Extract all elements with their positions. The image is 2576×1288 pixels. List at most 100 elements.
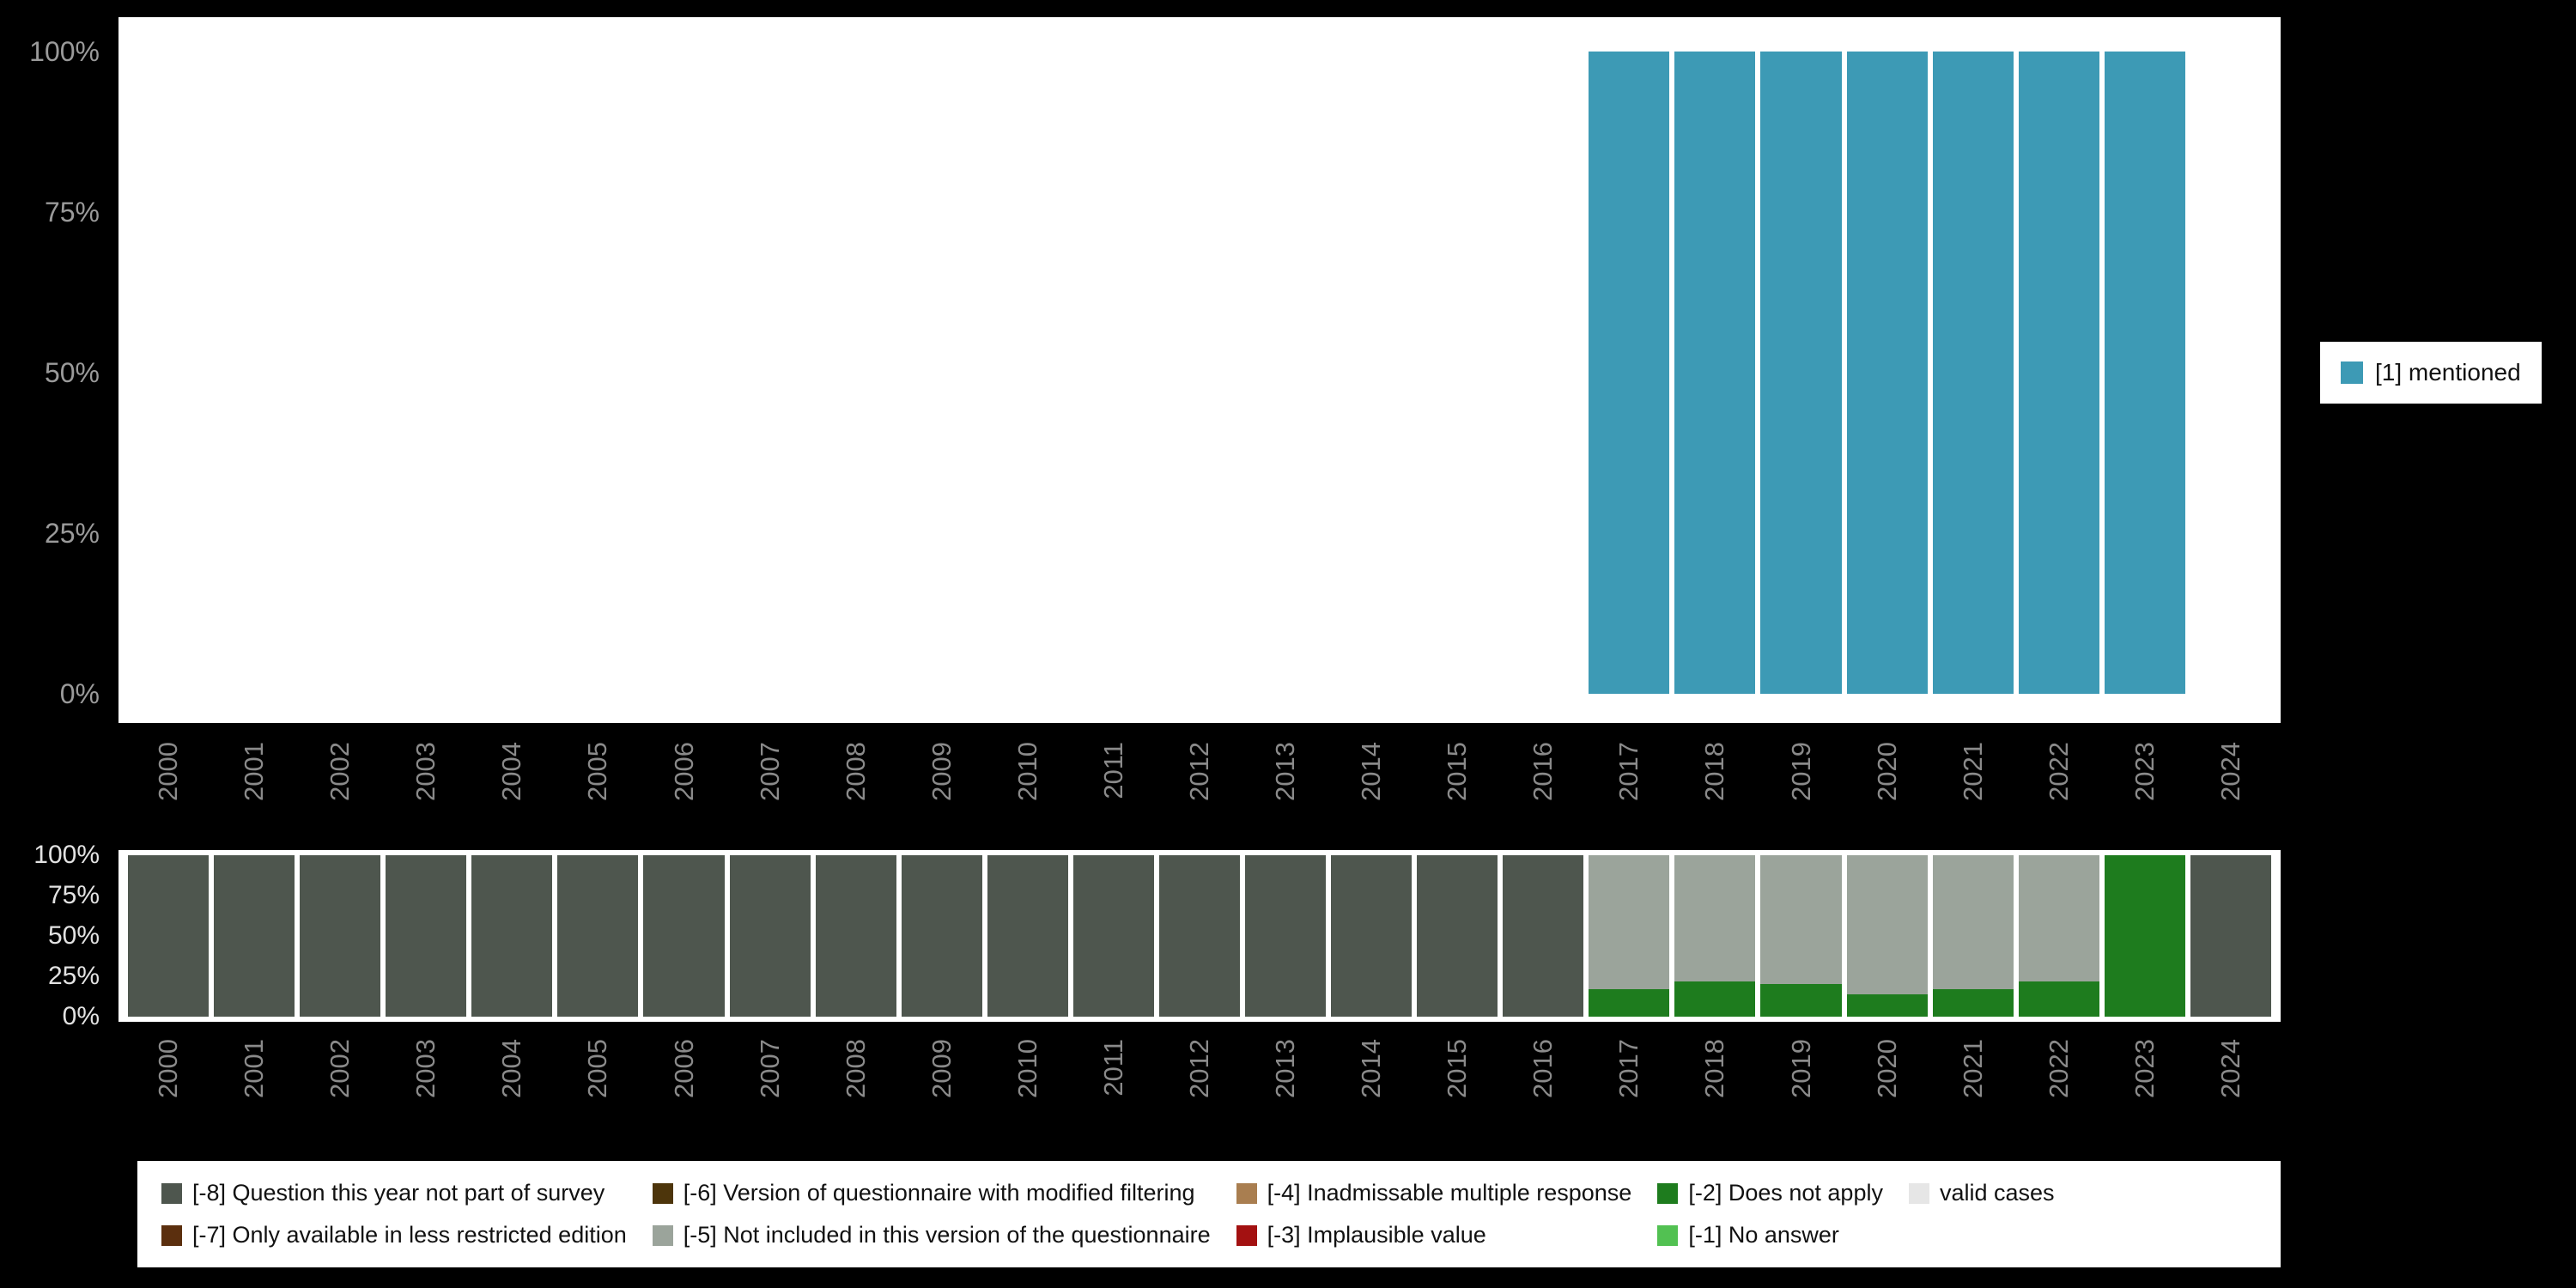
legend-item--2: [-2] Does not apply — [1657, 1180, 1883, 1206]
segment--5-2019 — [1760, 855, 1842, 985]
bottom-year-slot-2007: 2007 — [727, 1032, 813, 1161]
segment--2-2017 — [1589, 989, 1670, 1017]
segment--8-2010 — [987, 855, 1068, 1017]
bottom-year-label-2010: 2010 — [1012, 1039, 1042, 1098]
segment--2-2019 — [1760, 984, 1842, 1017]
bar-slot-2004 — [469, 52, 555, 694]
bottom-year-label-2023: 2023 — [2129, 1039, 2160, 1098]
top-year-label-2023: 2023 — [2129, 742, 2160, 801]
legend-swatch--6 — [652, 1182, 673, 1204]
top-year-slot-2023: 2023 — [2102, 735, 2188, 864]
top-year-label-2005: 2005 — [582, 742, 613, 801]
legend-item--6: [-6] Version of questionnaire with modif… — [652, 1180, 1211, 1206]
bottom-year-slot-2023: 2023 — [2102, 1032, 2188, 1161]
bar-slot-2014 — [1328, 52, 1414, 694]
mentioned-bar-2021 — [1932, 52, 2014, 694]
stacked-bar-2007 — [727, 855, 813, 1017]
top-year-label-2013: 2013 — [1270, 742, 1301, 801]
legend-label-valid: valid cases — [1939, 1180, 2055, 1206]
bottom-year-slot-2019: 2019 — [1758, 1032, 1844, 1161]
bottom-year-label-2001: 2001 — [239, 1039, 270, 1098]
top-chart-panel — [118, 17, 2281, 723]
segment--8-2014 — [1331, 855, 1413, 1017]
bottom-year-label-2018: 2018 — [1699, 1039, 1730, 1098]
bottom-year-slot-2015: 2015 — [1414, 1032, 1500, 1161]
bar-slot-2019 — [1758, 52, 1844, 694]
bottom-chart-plot-area — [125, 855, 2274, 1017]
bar-slot-2024 — [2188, 52, 2274, 694]
top-year-slot-2012: 2012 — [1157, 735, 1242, 864]
bottom-year-slot-2002: 2002 — [297, 1032, 383, 1161]
bar-slot-2003 — [383, 52, 469, 694]
mentioned-bar-2023 — [2104, 52, 2185, 694]
bar-slot-2010 — [985, 52, 1071, 694]
bottom-year-slot-2012: 2012 — [1157, 1032, 1242, 1161]
top-year-label-2003: 2003 — [410, 742, 441, 801]
bottom-year-label-2024: 2024 — [2215, 1039, 2245, 1098]
legend-swatch--3 — [1236, 1224, 1257, 1246]
bottom-year-slot-2003: 2003 — [383, 1032, 469, 1161]
top-year-slot-2018: 2018 — [1672, 735, 1758, 864]
top-chart-y-axis: 100% 75% 50% 25% 0% — [29, 35, 100, 709]
segment--8-2003 — [386, 855, 467, 1017]
mentioned-bar-2017 — [1589, 52, 1670, 694]
legend-swatch--4 — [1236, 1182, 1257, 1204]
bottom-year-label-2007: 2007 — [754, 1039, 785, 1098]
top-year-label-2009: 2009 — [926, 742, 957, 801]
bottom-year-label-2022: 2022 — [2043, 1039, 2074, 1098]
bottom-year-label-2019: 2019 — [1785, 1039, 1816, 1098]
bottom-year-slot-2016: 2016 — [1500, 1032, 1586, 1161]
legend-item-valid: valid cases — [1908, 1180, 2055, 1206]
legend-swatch--8 — [161, 1182, 182, 1204]
missing-codes-legend: [-8] Question this year not part of surv… — [137, 1161, 2281, 1267]
bottom-year-slot-2001: 2001 — [211, 1032, 297, 1161]
segment--5-2018 — [1674, 855, 1756, 981]
bottom-year-label-2011: 2011 — [1097, 1039, 1128, 1097]
top-year-slot-2015: 2015 — [1414, 735, 1500, 864]
top-year-label-2004: 2004 — [496, 742, 527, 801]
top-year-slot-2017: 2017 — [1586, 735, 1672, 864]
segment--2-2023 — [2104, 855, 2185, 1017]
stacked-bar-2009 — [899, 855, 985, 1017]
top-year-slot-2020: 2020 — [1844, 735, 1930, 864]
bar-slot-2015 — [1414, 52, 1500, 694]
legend-swatch--7 — [161, 1224, 182, 1246]
top-year-slot-2014: 2014 — [1328, 735, 1414, 864]
bar-slot-2021 — [1930, 52, 2016, 694]
top-year-slot-2013: 2013 — [1242, 735, 1328, 864]
bottom-year-slot-2008: 2008 — [813, 1032, 899, 1161]
segment--8-2013 — [1245, 855, 1327, 1017]
bottom-year-label-2002: 2002 — [325, 1039, 355, 1098]
bottom-year-label-2014: 2014 — [1356, 1039, 1387, 1098]
bar-slot-2005 — [555, 52, 641, 694]
top-year-label-2014: 2014 — [1356, 742, 1387, 801]
top-year-label-2011: 2011 — [1097, 742, 1128, 799]
legend-swatch--5 — [652, 1224, 673, 1246]
segment--5-2022 — [2018, 855, 2099, 981]
top-year-slot-2002: 2002 — [297, 735, 383, 864]
bottom-year-slot-2018: 2018 — [1672, 1032, 1758, 1161]
bottom-year-slot-2004: 2004 — [469, 1032, 555, 1161]
stacked-bar-2024 — [2188, 855, 2274, 1017]
mentioned-bar-2018 — [1674, 52, 1756, 694]
top-chart-x-axis: 2000 2001 2002 2003 2004 2005 2006 2007 2008 2009… — [125, 735, 2274, 864]
legend-item--7: [-7] Only available in less restricted e… — [161, 1222, 627, 1249]
bottom-year-label-2006: 2006 — [668, 1039, 699, 1098]
mentioned-bar-2019 — [1760, 52, 1842, 694]
segment--2-2021 — [1932, 989, 2014, 1017]
top-year-slot-2006: 2006 — [641, 735, 726, 864]
top-year-label-2007: 2007 — [754, 742, 785, 801]
stacked-bar-2002 — [297, 855, 383, 1017]
top-year-slot-2009: 2009 — [899, 735, 985, 864]
bottom-year-label-2017: 2017 — [1613, 1039, 1644, 1098]
stacked-bar-2019 — [1758, 855, 1844, 1017]
bottom-year-slot-2014: 2014 — [1328, 1032, 1414, 1161]
segment--2-2018 — [1674, 981, 1756, 1017]
bar-slot-2023 — [2102, 52, 2188, 694]
segment--5-2020 — [1846, 855, 1928, 994]
legend-label--2: [-2] Does not apply — [1688, 1180, 1883, 1206]
top-chart-legend: [1] mentioned — [2320, 342, 2542, 404]
segment--5-2017 — [1589, 855, 1670, 990]
legend-swatch-valid — [1908, 1182, 1929, 1204]
stacked-bar-2006 — [641, 855, 726, 1017]
